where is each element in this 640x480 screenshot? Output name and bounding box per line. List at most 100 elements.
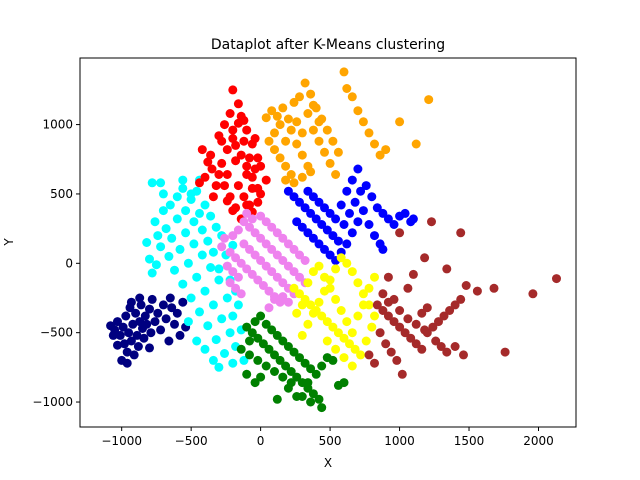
data-point [146,328,156,338]
data-point [258,281,268,290]
data-point [272,272,282,282]
data-point [183,317,193,327]
data-point [233,300,243,310]
data-point [256,256,266,265]
x-axis-ticks: −1000 −500 0 500 1000 1500 2000 [101,427,554,448]
data-point [350,344,360,354]
data-point [156,242,166,252]
data-point [267,222,277,232]
data-point [345,339,354,349]
data-point [286,170,296,179]
data-point [392,355,402,365]
data-point [303,186,313,196]
data-point [328,136,338,146]
data-point [356,186,366,196]
data-point [208,247,218,257]
data-point [156,178,166,188]
data-point [250,250,260,260]
data-point [286,125,296,135]
data-point [147,294,157,304]
data-point [267,106,277,116]
data-point [275,153,285,163]
data-point [228,231,238,241]
x-tick-label: 1000 [384,434,415,448]
data-point [314,117,324,127]
data-point [283,261,293,271]
data-point [283,114,293,124]
data-point [135,317,145,327]
data-point [295,250,304,260]
data-point [439,311,449,321]
data-point [167,233,177,243]
data-point [139,333,149,343]
data-point [278,278,288,288]
data-point [208,355,218,365]
data-point [167,303,177,313]
data-point [283,186,293,196]
data-point [358,206,368,216]
data-point [208,192,218,202]
data-point [156,325,166,335]
data-point [189,217,199,227]
data-point [289,244,299,254]
data-point [233,272,243,282]
data-point [339,333,349,343]
data-point [231,283,241,293]
data-point [436,342,446,351]
data-point [420,253,430,263]
data-point [461,281,471,290]
data-point [306,364,316,374]
data-point [333,147,343,157]
data-point [178,279,188,289]
data-point [378,289,388,299]
data-point [245,153,254,163]
data-point [250,164,260,174]
data-point [353,311,363,321]
data-point [295,197,304,207]
data-point [132,330,142,340]
data-point [317,311,327,321]
data-point [131,308,141,318]
data-point [331,294,341,304]
data-point [311,369,321,379]
data-point [308,125,318,135]
data-point [386,347,396,357]
x-axis-label: X [324,456,332,470]
data-point [378,244,388,254]
data-point [264,286,274,296]
data-point [286,367,296,376]
data-point [214,264,224,274]
data-point [115,330,125,340]
data-point [220,349,229,358]
data-point [333,236,343,246]
data-point [165,200,175,210]
data-point [424,95,434,105]
data-point [306,300,316,310]
data-point [245,222,254,232]
data-point [328,322,338,332]
data-point [281,175,291,185]
data-point [370,231,379,241]
data-point [239,355,249,365]
data-point [261,217,271,227]
data-point [378,306,388,315]
data-point [128,319,138,329]
data-point [261,361,271,371]
data-point [245,336,254,346]
data-point [153,308,163,318]
data-point [306,167,316,177]
data-point [228,358,238,368]
data-point [278,103,288,113]
data-point [264,136,274,146]
data-point [214,170,224,179]
data-point [281,361,291,371]
data-point [250,134,260,143]
data-point [118,322,128,332]
data-point [331,170,341,179]
data-point [300,256,310,265]
data-point [231,140,241,150]
data-point [239,217,249,227]
data-point [211,181,221,191]
data-point [270,367,279,376]
data-point [295,272,304,282]
